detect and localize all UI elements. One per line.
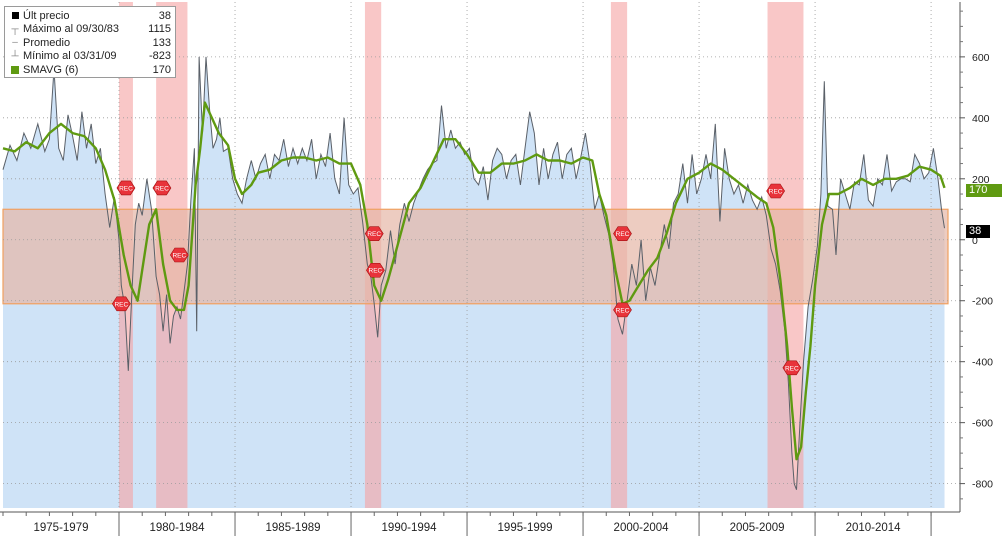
x-tick-label: 1980-1984: [150, 522, 206, 534]
max-marker-icon: ┬: [11, 23, 19, 35]
legend-row-last-price: Últ precio 38: [9, 9, 171, 23]
rec-marker-label: REC: [119, 185, 133, 192]
rec-marker-label: REC: [155, 185, 169, 192]
rec-marker: REC: [366, 262, 385, 278]
legend-label: Máximo al 09/30/83: [23, 23, 119, 36]
x-tick-label: 2010-2014: [846, 522, 902, 534]
y-tick-label: 400: [972, 113, 990, 125]
x-tick-label: 1995-1999: [498, 522, 553, 534]
legend-value: 1115: [148, 23, 171, 36]
rec-marker-label: REC: [114, 301, 128, 308]
x-tick-label: 1985-1989: [266, 522, 321, 534]
rec-marker-shape: [111, 296, 131, 312]
rec-marker-label: REC: [369, 268, 383, 275]
rec-marker-shape: [766, 183, 785, 199]
x-tick-label: 2000-2004: [614, 522, 670, 534]
y-tick-label: 0: [972, 235, 978, 247]
rec-marker: REC: [613, 302, 632, 318]
avg-marker-icon: –: [12, 37, 18, 49]
range-band: [2, 208, 949, 305]
x-tick-label: 1975-1979: [34, 522, 89, 534]
rec-marker-shape: [152, 180, 172, 196]
legend-value: -823: [148, 50, 171, 63]
legend: Últ precio 38 ┬ Máximo al 09/30/83 1115 …: [4, 6, 176, 78]
legend-label: Promedio: [23, 36, 71, 49]
legend-row-smavg: SMAVG (6) 170: [9, 63, 171, 77]
rec-marker-label: REC: [616, 307, 630, 314]
rec-marker-label: REC: [172, 253, 186, 260]
legend-label: Mínimo al 03/31/09: [23, 50, 117, 63]
rec-marker: REC: [782, 360, 802, 376]
y-tick-label: -600: [972, 418, 993, 430]
legend-row-min: ┴ Mínimo al 03/31/09 -823: [9, 50, 171, 64]
legend-label: Últ precio: [23, 9, 70, 22]
rec-marker-shape: [613, 226, 632, 241]
smavg-last-value-tag: 170: [966, 184, 1002, 197]
y-tick-label: -200: [972, 296, 993, 308]
y-tick-label: 200: [972, 174, 990, 186]
rec-marker-shape: [613, 302, 632, 318]
green-square-icon: [9, 65, 21, 74]
rec-marker-shape: [169, 247, 189, 263]
x-tick-label: 1990-1994: [382, 522, 438, 534]
black-square-icon: [9, 12, 21, 20]
rec-marker: REC: [766, 183, 785, 199]
rec-marker-label: REC: [769, 188, 783, 195]
legend-value: 38: [158, 9, 171, 22]
rec-marker: REC: [111, 296, 131, 312]
rec-marker-label: REC: [616, 231, 630, 238]
rec-marker: REC: [152, 180, 172, 196]
series-lines: [2, 56, 946, 490]
y-tick-label: -800: [972, 479, 993, 491]
rec-marker-shape: [782, 360, 802, 376]
x-tick-label: 2005-2009: [730, 522, 785, 534]
legend-label: SMAVG (6): [23, 63, 79, 76]
y-tick-label: 600: [972, 52, 990, 64]
smavg-line: [2, 101, 946, 461]
min-marker-icon: ┴: [11, 50, 19, 62]
rec-marker-label: REC: [367, 231, 381, 238]
legend-value: 170: [152, 63, 171, 76]
rec-marker: REC: [116, 180, 136, 196]
recession-markers: REC REC REC REC REC REC REC REC REC REC: [111, 180, 802, 376]
rec-marker-label: REC: [785, 365, 799, 372]
gridlines: [3, 2, 960, 508]
rec-marker-shape: [364, 226, 384, 241]
price-last-value-tag: 38: [966, 225, 990, 238]
y-tick-label: -400: [972, 357, 993, 369]
price-line: [2, 56, 945, 490]
rec-marker: REC: [364, 226, 384, 241]
rec-marker-shape: [366, 262, 385, 278]
highlight-band: [2, 208, 949, 305]
rec-marker: REC: [613, 226, 632, 241]
rec-marker-shape: [116, 180, 136, 196]
legend-row-average: – Promedio 133: [9, 36, 171, 50]
rec-marker: REC: [169, 247, 189, 263]
legend-row-max: ┬ Máximo al 09/30/83 1115: [9, 23, 171, 37]
legend-value: 133: [152, 36, 171, 49]
